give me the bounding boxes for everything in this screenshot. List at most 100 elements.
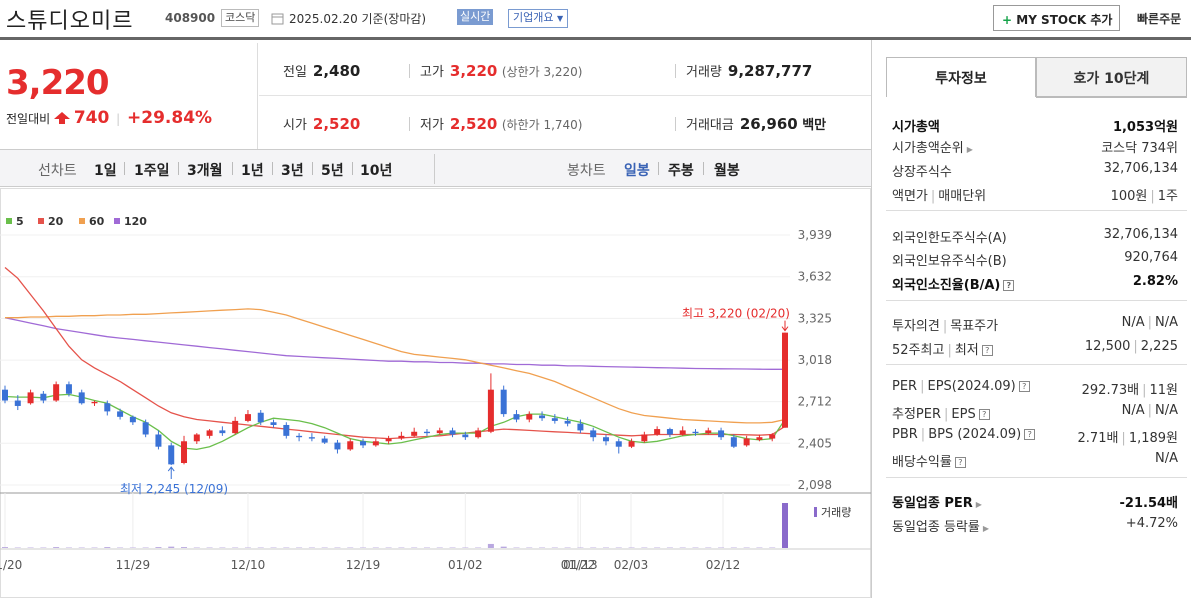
volume-bar	[104, 547, 111, 548]
corp-info-dropdown[interactable]: 기업개요 ▼	[508, 9, 569, 28]
volume-label: 거래량	[821, 506, 851, 519]
trade-amount: 거래대금 26,960 백만	[686, 114, 826, 133]
invest-info-panel: 투자정보 호가 10단계 시가총액 1,053억원 시가총액순위 ▶ 코스닥 734위…	[871, 40, 1191, 598]
high-value: 3,220	[449, 62, 498, 80]
ma60-line	[5, 308, 786, 424]
tab-order-book[interactable]: 호가 10단계	[1036, 57, 1187, 97]
help-icon[interactable]: ?	[1003, 280, 1015, 291]
period-10y[interactable]: 10년	[360, 163, 393, 179]
period-1y[interactable]: 1년	[241, 163, 264, 179]
candle-body	[769, 434, 776, 439]
dividend-value: N/A	[1155, 451, 1178, 466]
lower-limit: (하한가 1,740)	[501, 118, 583, 132]
candle-body	[679, 430, 686, 435]
period-1w[interactable]: 1주일	[134, 163, 170, 179]
period-5y[interactable]: 5년	[321, 163, 344, 179]
y-tick-label: 2,098	[798, 478, 832, 492]
stock-code: 408900	[165, 11, 216, 25]
week52-values: 12,500 | 2,225	[1084, 339, 1178, 354]
candle-body	[296, 435, 303, 438]
volume-bar	[53, 547, 60, 548]
industry-per-label-wrap: 동일업종 PER ▶	[892, 492, 982, 511]
change-value: 740	[73, 108, 110, 128]
realtime-badge[interactable]: 실시간	[457, 9, 494, 25]
volume-bar	[155, 547, 162, 548]
open-label: 시가	[283, 118, 307, 133]
help-icon[interactable]: ?	[978, 409, 990, 420]
est-per-label: 추정PER	[892, 407, 942, 422]
help-icon[interactable]: ?	[954, 457, 966, 468]
help-icon[interactable]: ?	[1024, 429, 1036, 440]
prev-close: 전일 2,480	[283, 61, 360, 80]
market-cap-value: 1,053억원	[1112, 120, 1178, 135]
period-3m[interactable]: 3개월	[187, 163, 223, 179]
rank-value: 코스닥 734위	[1101, 141, 1178, 156]
y-tick-label: 3,018	[798, 353, 832, 367]
unit-value: 1주	[1157, 189, 1178, 204]
industry-rate-label-wrap: 동일업종 등락률 ▶	[892, 516, 989, 535]
volume-bar	[782, 503, 788, 548]
legend-label: 5	[16, 215, 24, 228]
low-arrow-icon	[167, 466, 175, 480]
tab-invest-info[interactable]: 투자정보	[886, 57, 1036, 97]
x-tick-label: 01/13	[563, 558, 598, 572]
candle-weekly[interactable]: 주봉	[668, 163, 694, 179]
foreign-limit-label: 외국인한도주식수(A)	[892, 231, 1007, 246]
divider	[886, 300, 1187, 301]
my-stock-label: MY STOCK 추가	[1016, 13, 1113, 27]
y-tick-label: 3,939	[798, 228, 832, 242]
w52-high-label: 52주최고	[892, 343, 945, 358]
pbr-value: 2.71배	[1077, 431, 1119, 446]
tab-underline	[1036, 97, 1187, 98]
per-value: 292.73배	[1081, 383, 1140, 398]
divider	[658, 162, 659, 175]
industry-per-value: -21.54배	[1119, 496, 1178, 511]
low-annotation: 최저 2,245 (12/09)	[120, 482, 228, 496]
candle-body	[14, 400, 21, 406]
candle-daily[interactable]: 일봉	[624, 163, 650, 179]
x-tick-label: 02/03	[614, 558, 649, 572]
candle-monthly[interactable]: 월봉	[714, 163, 740, 179]
period-1d[interactable]: 1일	[94, 163, 117, 179]
candle-body	[628, 441, 635, 447]
ma120-line	[4, 317, 785, 370]
divider	[886, 364, 1187, 365]
foreign-ratio-label: 외국인소진율(B/A)	[892, 278, 1001, 293]
candle-body	[360, 441, 367, 446]
chevron-down-icon: ▼	[556, 14, 564, 23]
candle-body	[321, 438, 328, 443]
upper-limit: (상한가 3,220)	[501, 65, 583, 79]
candle-body	[334, 442, 341, 450]
divider	[675, 64, 676, 78]
volume-bar	[168, 546, 175, 548]
week52-labels: 52주최고 | 최저?	[892, 339, 993, 358]
candle-body	[257, 412, 264, 423]
opinion-labels: 투자의견 | 목표주가	[892, 319, 999, 334]
low-label: 저가	[420, 118, 444, 133]
candle-body	[270, 422, 277, 425]
candle-body	[539, 415, 546, 419]
stock-header: 스튜디오미르 408900 코스닥 2025.02.20 기준(장마감) 실시간…	[0, 0, 1191, 40]
y-tick-label: 3,632	[798, 270, 832, 284]
help-icon[interactable]: ?	[1018, 381, 1030, 392]
candle-body	[2, 389, 8, 401]
line-chart-label: 선차트	[38, 163, 77, 179]
quick-order-link[interactable]: 빠른주문	[1137, 12, 1182, 26]
bps-label: BPS (2024.09)	[928, 427, 1022, 442]
w52-low-value: 2,225	[1140, 339, 1178, 354]
x-tick-label: 01/02	[448, 558, 483, 572]
divider	[409, 117, 410, 131]
legend-label: 20	[48, 215, 64, 228]
shares-label: 상장주식수	[892, 165, 952, 180]
eps-value: 11원	[1149, 383, 1178, 398]
my-stock-add-button[interactable]: + MY STOCK 추가	[993, 5, 1120, 31]
candle-body	[718, 430, 725, 438]
foreign-hold-value: 920,764	[1124, 250, 1178, 265]
calendar-icon	[271, 13, 284, 25]
candle-chart-label: 봉차트	[567, 163, 606, 179]
base-date: 2025.02.20 기준(장마감)	[289, 12, 427, 26]
price-chart[interactable]: 5 20 60 120 3,939 3,632 3,325 3,018 2,712 2,405 2,…	[0, 188, 871, 598]
industry-rate-label: 동일업종 등락률	[892, 520, 980, 535]
period-3y[interactable]: 3년	[281, 163, 304, 179]
help-icon[interactable]: ?	[981, 345, 993, 356]
